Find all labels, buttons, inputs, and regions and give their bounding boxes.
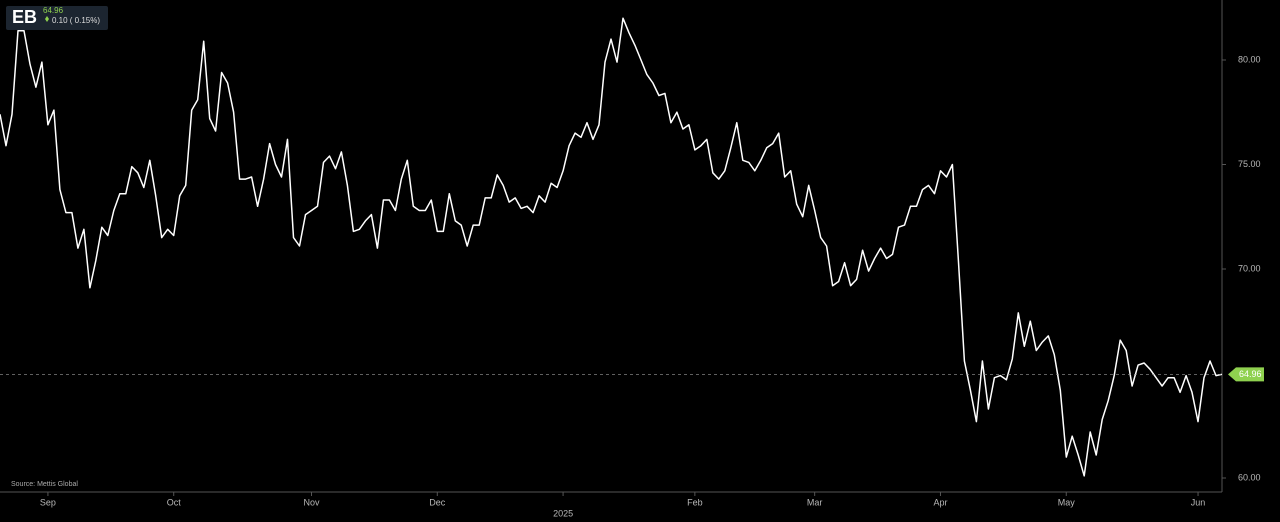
last-price-tag (1228, 367, 1264, 382)
header-box (6, 6, 108, 30)
change-icon (45, 16, 49, 22)
x-tick-label: Feb (687, 497, 703, 507)
y-tick-label: 60.00 (1238, 472, 1261, 482)
year-tick-label: 2025 (553, 508, 573, 518)
price: 64.96 (43, 6, 64, 15)
x-tick-label: Sep (40, 497, 56, 507)
x-tick-label: Dec (429, 497, 446, 507)
x-tick-label: Oct (167, 497, 182, 507)
y-tick-label: 80.00 (1238, 54, 1261, 64)
x-tick-label: Nov (303, 497, 320, 507)
y-tick-label: 70.00 (1238, 263, 1261, 273)
x-tick-label: May (1058, 497, 1076, 507)
source: Source: Mettis Global (11, 481, 78, 488)
x-tick-label: Jun (1191, 497, 1206, 507)
ticker: EB (12, 7, 37, 27)
x-tick-label: Apr (933, 497, 947, 507)
price-line (0, 17, 1223, 477)
last-price-label: 64.96 (1239, 369, 1262, 379)
x-tick-label: Mar (807, 497, 823, 507)
y-tick-label: 75.00 (1238, 159, 1261, 169)
change: 0.10 ( 0.15%) (52, 16, 100, 25)
